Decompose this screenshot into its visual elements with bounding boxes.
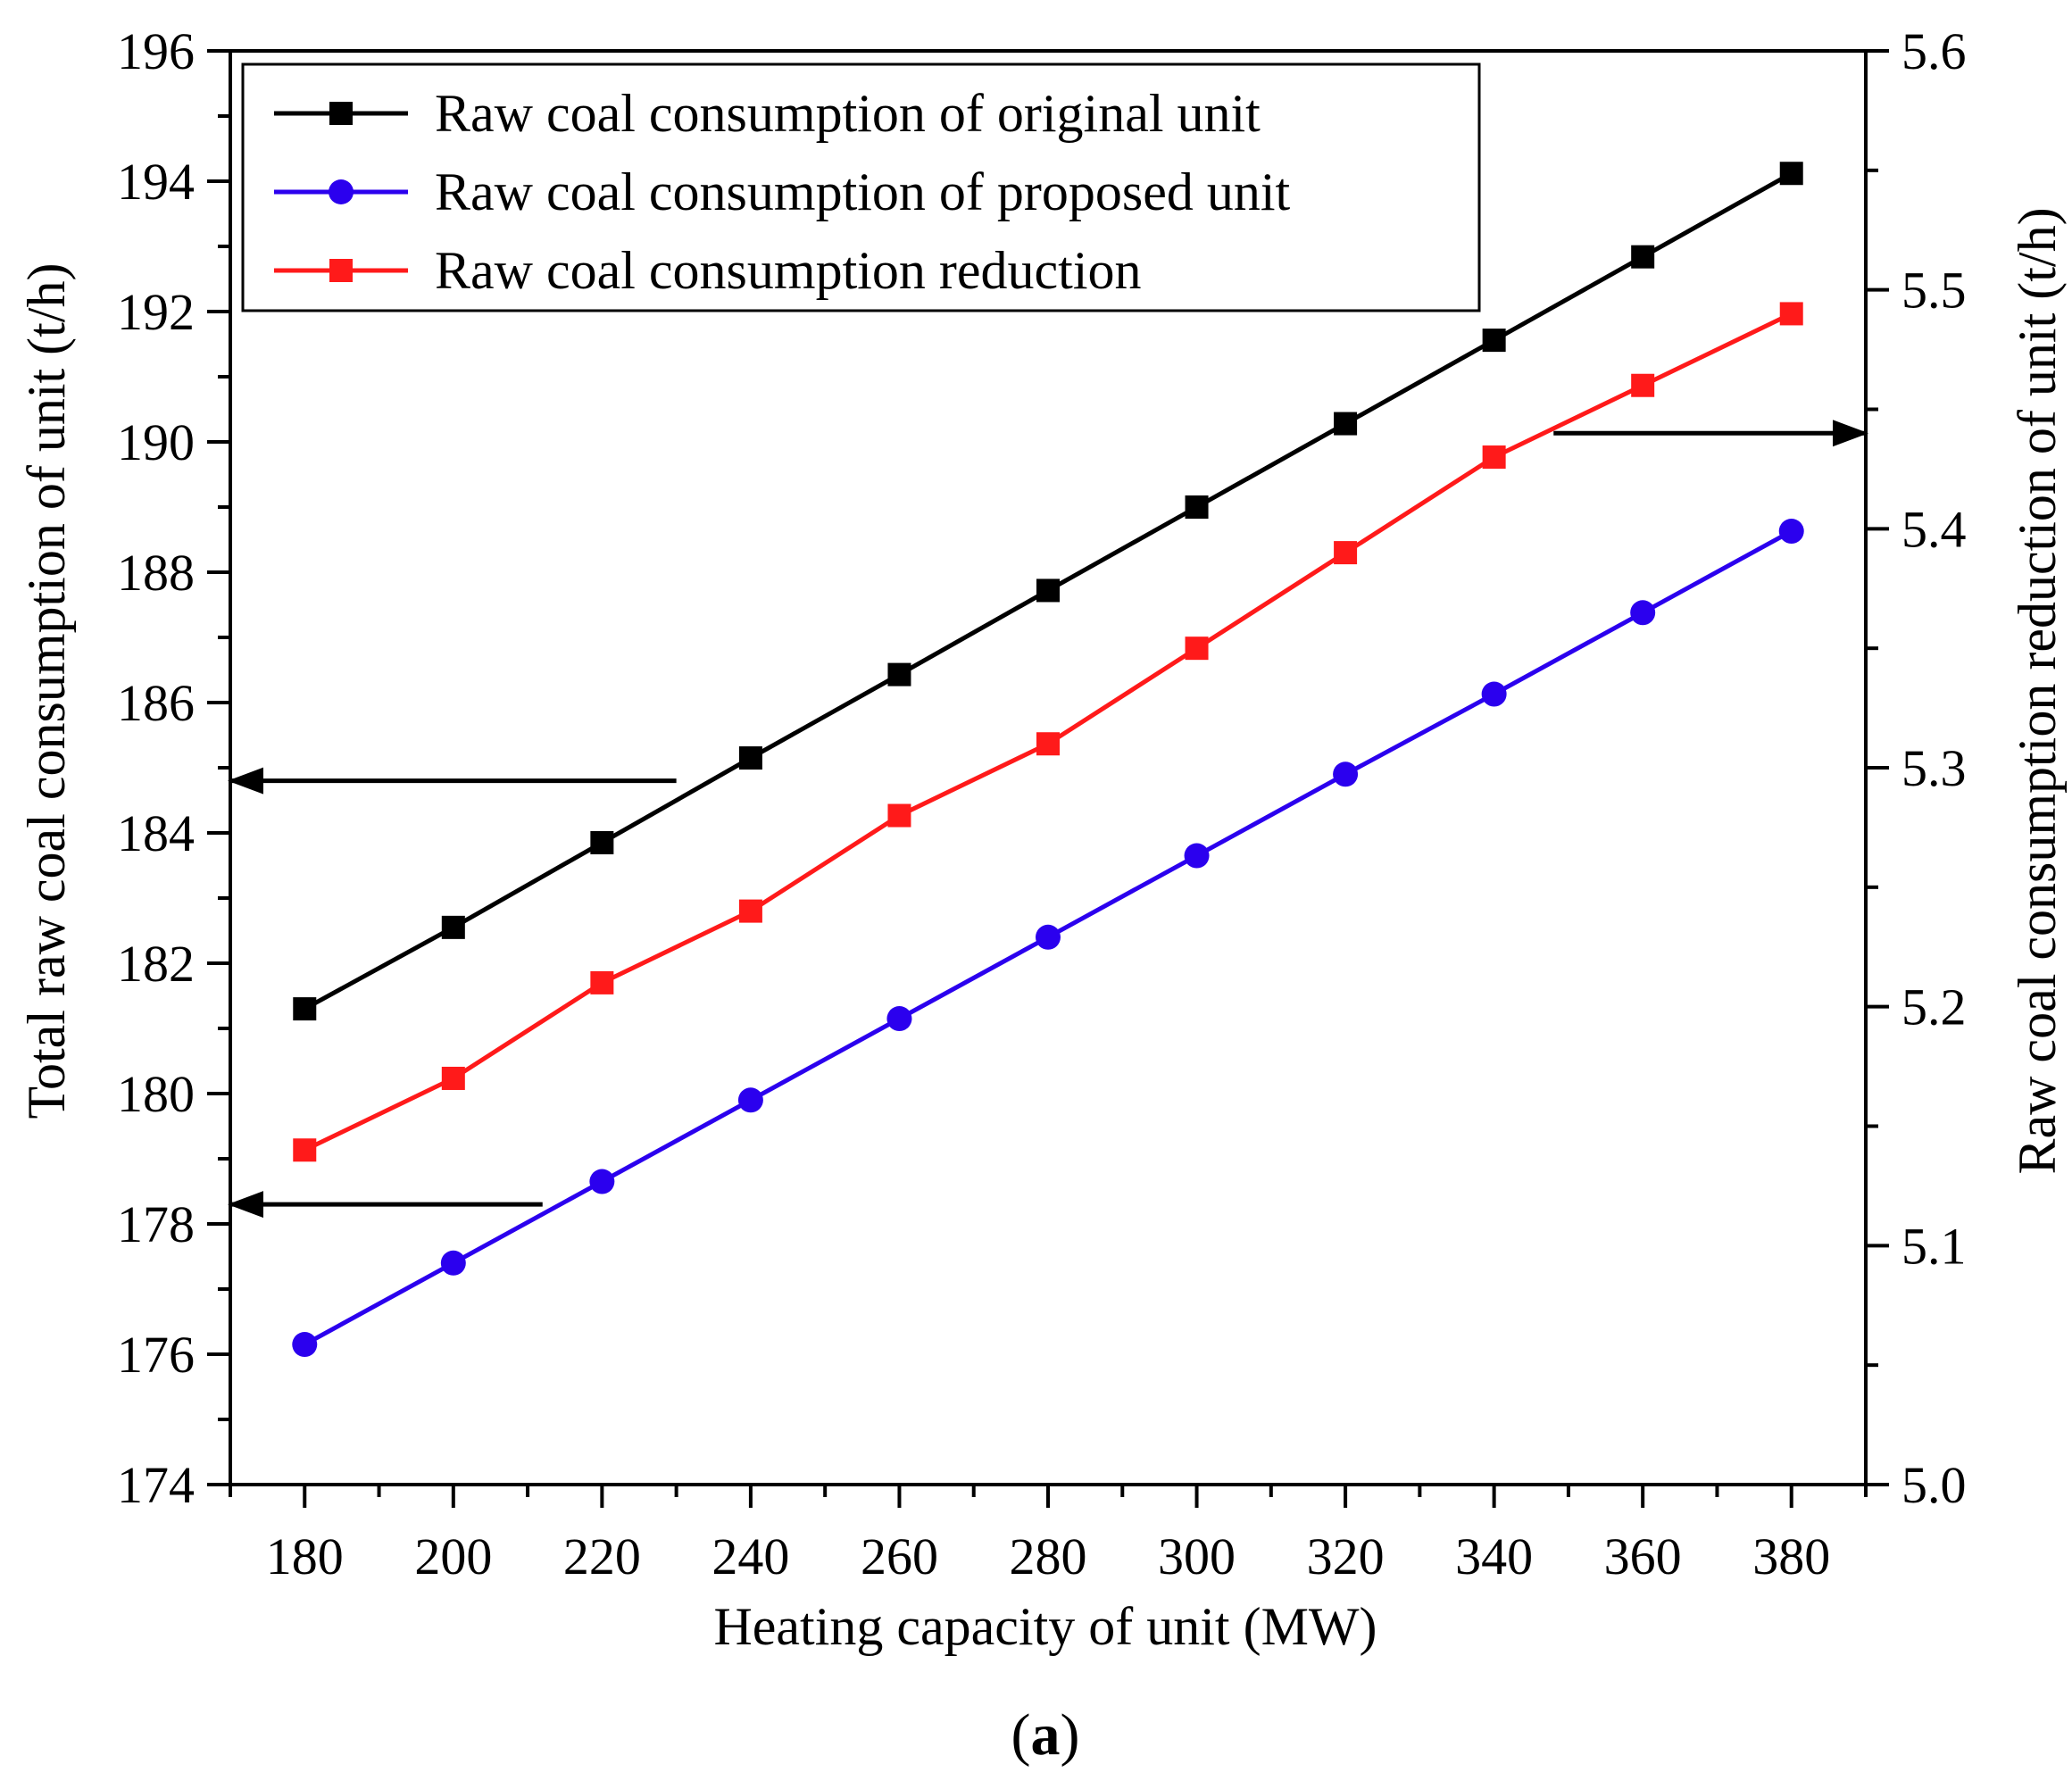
x-tick-label: 380 [1752, 1527, 1830, 1585]
legend: Raw coal consumption of original unit Raw… [241, 62, 1481, 312]
series-3-point [1334, 541, 1358, 565]
y-right-tick-label: 5.2 [1901, 978, 1967, 1036]
series-3-point [887, 803, 911, 828]
series-layer [292, 162, 1804, 1358]
series-2-point [1481, 681, 1507, 707]
legend-box [241, 62, 1481, 312]
legend-entry-label: Raw coal consumption reduction [435, 241, 1141, 300]
y-right-tick-label: 5.6 [1901, 22, 1967, 80]
y-left-tick-label: 180 [117, 1065, 195, 1123]
y-right-tick-label: 5.1 [1901, 1217, 1967, 1275]
series-1-point [1334, 412, 1358, 436]
x-tick-label: 320 [1307, 1527, 1385, 1585]
series-3-point [1779, 302, 1803, 326]
series-2-point [1036, 924, 1061, 950]
series-2-point [1184, 843, 1210, 869]
series-2-point [440, 1250, 466, 1276]
y-right-tick-label: 5.0 [1901, 1456, 1967, 1514]
y-axis-right-label: Raw coal consumption reduction of unit (… [2008, 207, 2067, 1174]
series-1 [293, 162, 1803, 1021]
y-axis-right: 5.0 5.1 5.2 5.3 5.4 5.5 5.6 [1866, 22, 1967, 1514]
x-tick-label: 360 [1604, 1527, 1682, 1585]
x-axis: 180 200 220 240 260 280 300 320 340 360 380 [229, 1485, 1868, 1585]
caption-open: ( [1011, 1702, 1031, 1768]
x-axis-label: Heating capacity of unit (MW) [713, 1597, 1377, 1656]
series-1-point [293, 997, 317, 1021]
series-2-point [1333, 761, 1359, 787]
series-2-point [737, 1087, 763, 1113]
y-left-tick-label: 194 [117, 153, 195, 211]
caption-close: ) [1061, 1702, 1080, 1768]
x-tick-label: 280 [1010, 1527, 1087, 1585]
y-left-tick-label: 176 [117, 1326, 195, 1384]
series-2 [292, 519, 1804, 1358]
y-axis-left: 174 176 178 180 182 184 186 188 190 192 194 196 [117, 22, 230, 1514]
series-3-point [441, 1066, 465, 1090]
y-left-tick-label: 190 [117, 413, 195, 471]
series-1-point [1036, 578, 1060, 603]
x-tick-label: 220 [563, 1527, 641, 1585]
y-right-tick-label: 5.5 [1901, 262, 1967, 320]
caption-letter: a [1031, 1702, 1061, 1768]
series-2-point [1778, 519, 1804, 545]
legend-swatch-marker [329, 179, 354, 204]
y-left-tick-label: 196 [117, 22, 195, 80]
x-tick-label: 340 [1455, 1527, 1533, 1585]
series-1-point [1482, 329, 1506, 353]
legend-entry-label: Raw coal consumption of original unit [435, 84, 1261, 143]
legend-swatch-marker [329, 259, 353, 282]
series-3 [293, 302, 1803, 1162]
series-2-point [1630, 600, 1656, 626]
series-2-point [886, 1006, 912, 1032]
y-axis-left-label: Total raw coal consumption of unit (t/h) [17, 263, 76, 1119]
series-3-point [1631, 373, 1655, 397]
annotation-layer [228, 420, 1868, 1219]
y-right-tick-label: 5.3 [1901, 739, 1967, 797]
series-1-point [1631, 245, 1655, 269]
series-3-line [304, 312, 1793, 1152]
x-tick-label: 300 [1158, 1527, 1236, 1585]
x-tick-label: 260 [861, 1527, 938, 1585]
y-left-tick-label: 178 [117, 1195, 195, 1253]
series-1-point [887, 662, 911, 686]
y-left-tick-label: 192 [117, 283, 195, 341]
y-right-tick-label: 5.4 [1901, 500, 1967, 558]
series-3-point [1185, 637, 1209, 661]
y-left-tick-label: 186 [117, 674, 195, 732]
x-tick-label: 180 [266, 1527, 344, 1585]
series-3-point [590, 970, 614, 994]
legend-swatch-marker [329, 102, 353, 125]
series-3-point [1036, 732, 1060, 756]
series-1-point [738, 746, 762, 770]
x-tick-label: 240 [711, 1527, 789, 1585]
y-left-tick-label: 182 [117, 935, 195, 993]
legend-entry-label: Raw coal consumption of proposed unit [435, 162, 1291, 221]
figure-caption: (a) [1011, 1702, 1080, 1768]
series-1-point [1185, 495, 1209, 519]
series-3-point [738, 899, 762, 923]
series-1-point [590, 830, 614, 854]
y-left-tick-label: 174 [117, 1456, 195, 1514]
series-3-point [1482, 445, 1506, 470]
y-left-tick-label: 184 [117, 804, 195, 862]
series-2-point [292, 1332, 318, 1358]
x-tick-label: 200 [414, 1527, 492, 1585]
series-2-point [589, 1169, 615, 1194]
series-3-point [293, 1138, 317, 1162]
series-1-point [441, 915, 465, 939]
series-1-point [1779, 162, 1803, 186]
y-left-tick-label: 188 [117, 544, 195, 602]
